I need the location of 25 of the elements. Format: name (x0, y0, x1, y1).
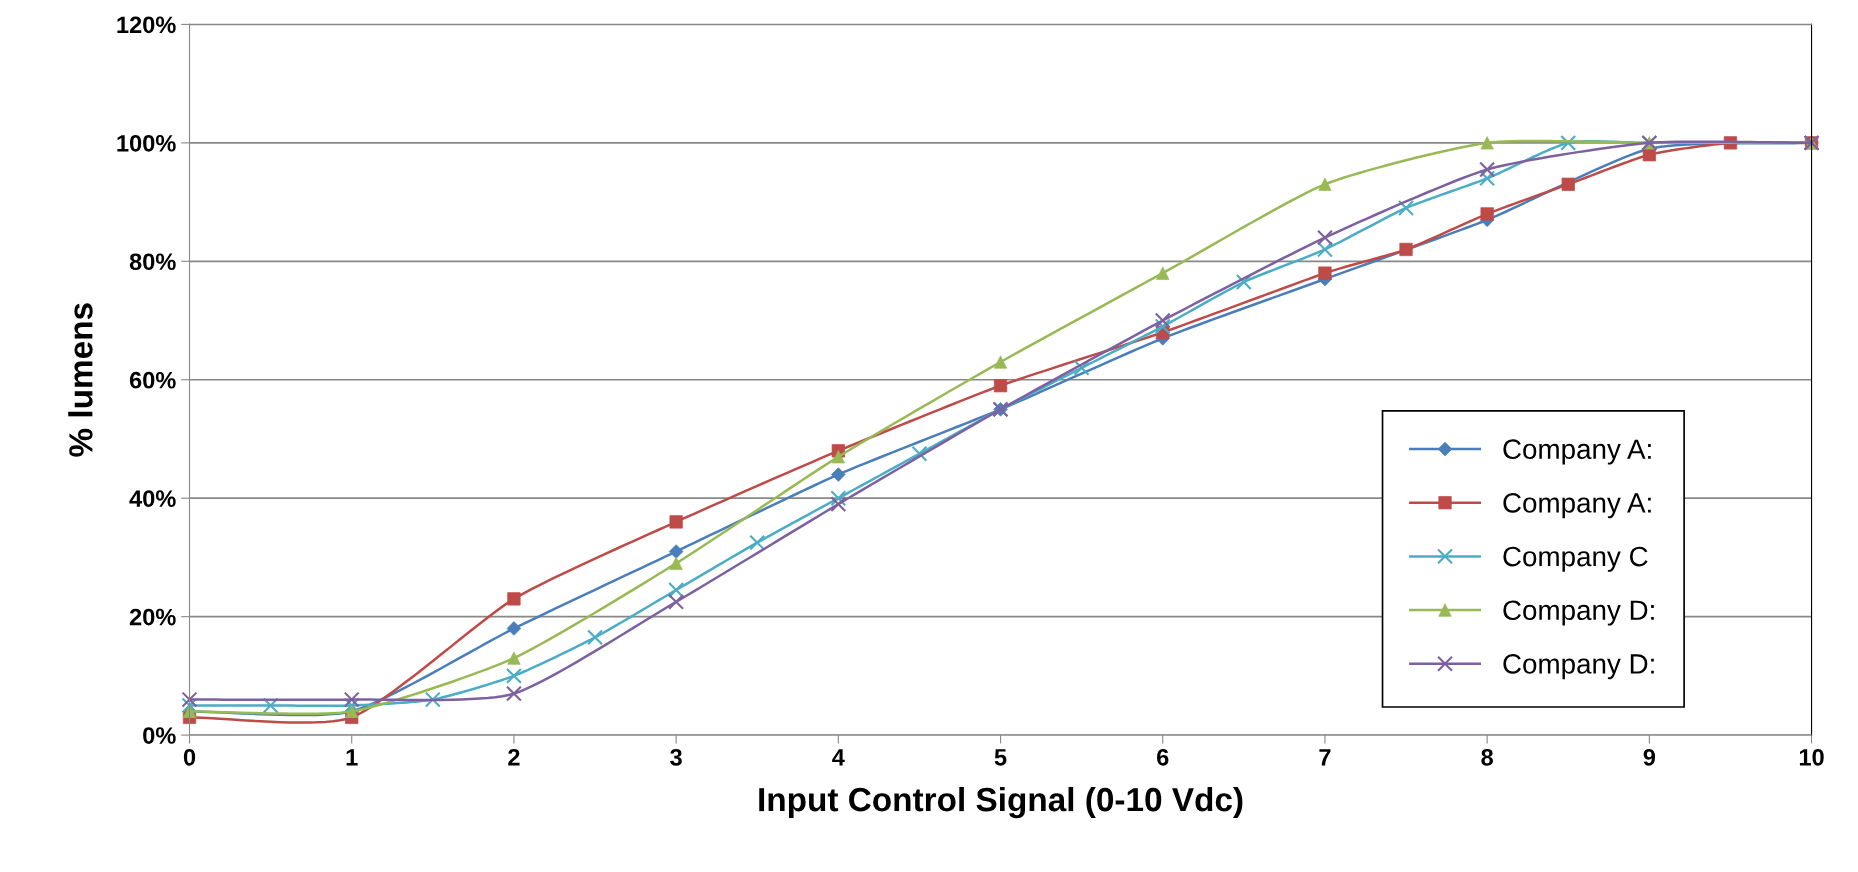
x-tick-label: 0 (183, 748, 196, 766)
y-tick-label: 100% (117, 134, 176, 152)
legend-label: Company A: (1503, 493, 1651, 519)
y-axis-title: % lumens (68, 303, 93, 457)
x-axis-title: Input Control Signal (0-10 Vdc) (759, 786, 1243, 819)
x-tick-label: 8 (1481, 748, 1493, 766)
y-tick-label: 20% (129, 608, 176, 626)
y-tick-label: 0% (143, 727, 176, 744)
x-tick-label: 6 (1157, 748, 1169, 766)
legend-label: Company D: (1503, 600, 1654, 626)
legend-label: Company C (1503, 546, 1648, 572)
x-tick-label: 1 (346, 749, 358, 766)
y-tick-label: 40% (129, 490, 176, 507)
y-tick-label: 60% (129, 371, 176, 389)
x-tick-label: 3 (670, 748, 682, 766)
y-tick-label: 120% (117, 16, 176, 34)
y-tick-label: 80% (129, 253, 176, 271)
x-tick-label: 10 (1799, 748, 1824, 766)
x-tick-label: 9 (1643, 748, 1656, 766)
x-tick-label: 7 (1319, 749, 1331, 766)
legend-label: Company A: (1503, 439, 1651, 465)
x-tick-label: 5 (994, 749, 1007, 766)
x-tick-label: 2 (508, 748, 520, 766)
legend-label: Company D: (1503, 654, 1654, 680)
x-tick-label: 4 (832, 749, 845, 766)
